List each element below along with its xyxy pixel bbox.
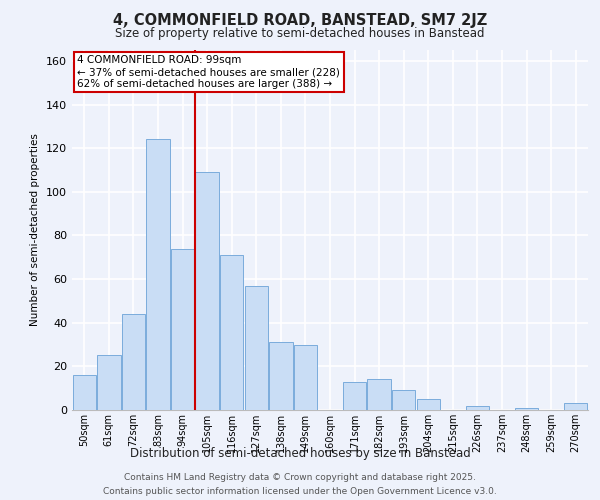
- Text: Distribution of semi-detached houses by size in Banstead: Distribution of semi-detached houses by …: [130, 448, 470, 460]
- Text: 4, COMMONFIELD ROAD, BANSTEAD, SM7 2JZ: 4, COMMONFIELD ROAD, BANSTEAD, SM7 2JZ: [113, 12, 487, 28]
- Bar: [367, 380, 391, 410]
- Bar: [269, 342, 293, 410]
- Bar: [97, 356, 121, 410]
- Text: 4 COMMONFIELD ROAD: 99sqm
← 37% of semi-detached houses are smaller (228)
62% of: 4 COMMONFIELD ROAD: 99sqm ← 37% of semi-…: [77, 56, 340, 88]
- Bar: [196, 172, 219, 410]
- Bar: [416, 399, 440, 410]
- Bar: [294, 344, 317, 410]
- Bar: [466, 406, 489, 410]
- Bar: [171, 248, 194, 410]
- Bar: [343, 382, 366, 410]
- Bar: [515, 408, 538, 410]
- Bar: [564, 404, 587, 410]
- Text: Contains public sector information licensed under the Open Government Licence v3: Contains public sector information licen…: [103, 488, 497, 496]
- Bar: [392, 390, 415, 410]
- Text: Size of property relative to semi-detached houses in Banstead: Size of property relative to semi-detach…: [115, 28, 485, 40]
- Bar: [220, 255, 244, 410]
- Bar: [245, 286, 268, 410]
- Bar: [73, 375, 96, 410]
- Bar: [122, 314, 145, 410]
- Bar: [146, 140, 170, 410]
- Text: Contains HM Land Registry data © Crown copyright and database right 2025.: Contains HM Land Registry data © Crown c…: [124, 472, 476, 482]
- Y-axis label: Number of semi-detached properties: Number of semi-detached properties: [31, 134, 40, 326]
